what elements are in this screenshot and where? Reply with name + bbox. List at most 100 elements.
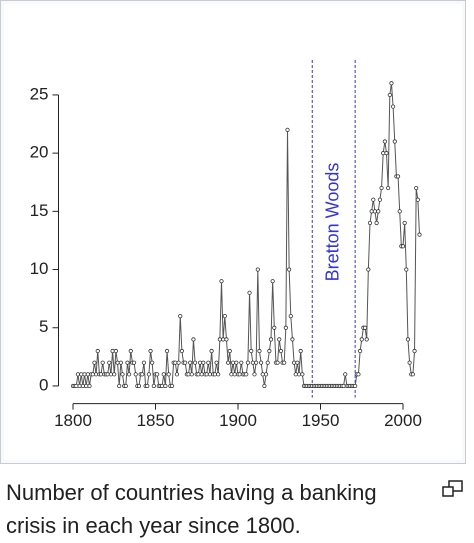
point bbox=[341, 383, 346, 389]
point bbox=[95, 348, 100, 354]
point bbox=[117, 383, 122, 389]
y-tick-label: 20 bbox=[30, 143, 49, 162]
point bbox=[140, 372, 145, 377]
point bbox=[364, 337, 369, 342]
point bbox=[257, 348, 262, 354]
point bbox=[293, 372, 298, 377]
point bbox=[404, 267, 409, 272]
point bbox=[84, 383, 89, 389]
point bbox=[288, 314, 293, 319]
point bbox=[255, 267, 260, 272]
point bbox=[108, 372, 114, 377]
point bbox=[123, 383, 128, 389]
point bbox=[164, 348, 170, 354]
point bbox=[80, 383, 86, 389]
point bbox=[176, 360, 181, 365]
era-label: Bretton Woods bbox=[322, 163, 342, 282]
point bbox=[148, 348, 153, 354]
point bbox=[163, 383, 168, 389]
point bbox=[237, 372, 242, 377]
enlarge-glyph[interactable] bbox=[442, 480, 464, 498]
point bbox=[290, 337, 295, 342]
point bbox=[415, 197, 420, 202]
point bbox=[410, 372, 415, 377]
point bbox=[260, 372, 265, 377]
point bbox=[262, 383, 267, 389]
point bbox=[275, 360, 280, 365]
point bbox=[224, 337, 229, 342]
point bbox=[298, 348, 303, 354]
point bbox=[133, 372, 138, 377]
point bbox=[128, 348, 133, 354]
point bbox=[160, 383, 165, 389]
point bbox=[296, 372, 302, 377]
x-tick-label: 1850 bbox=[137, 411, 175, 430]
point bbox=[405, 337, 411, 342]
point bbox=[359, 337, 364, 342]
point bbox=[366, 267, 371, 272]
point bbox=[87, 383, 92, 389]
point bbox=[265, 360, 270, 365]
point bbox=[209, 348, 214, 354]
point bbox=[141, 360, 147, 365]
point bbox=[259, 360, 264, 365]
point bbox=[389, 81, 394, 86]
point bbox=[402, 220, 407, 226]
point bbox=[214, 360, 219, 365]
point bbox=[79, 372, 84, 377]
point bbox=[230, 360, 236, 365]
point bbox=[232, 372, 237, 377]
point bbox=[245, 360, 250, 365]
point bbox=[145, 383, 150, 389]
enlarge-icon[interactable] bbox=[416, 476, 468, 506]
point bbox=[282, 360, 287, 365]
point bbox=[407, 360, 412, 365]
y-tick-label: 5 bbox=[39, 317, 48, 336]
point bbox=[227, 348, 232, 354]
point bbox=[127, 372, 132, 377]
point bbox=[85, 372, 90, 377]
point bbox=[287, 267, 292, 272]
point bbox=[382, 139, 387, 144]
point bbox=[136, 383, 142, 389]
point bbox=[283, 325, 288, 330]
point bbox=[272, 325, 277, 330]
point bbox=[252, 372, 257, 377]
point bbox=[277, 337, 282, 342]
point bbox=[244, 372, 249, 377]
point bbox=[178, 314, 183, 319]
point bbox=[263, 372, 269, 377]
point bbox=[226, 360, 231, 365]
point bbox=[110, 348, 115, 354]
point bbox=[166, 372, 171, 377]
point bbox=[92, 360, 97, 365]
point bbox=[169, 383, 175, 389]
point bbox=[387, 92, 392, 98]
point bbox=[174, 372, 180, 377]
point bbox=[357, 348, 363, 354]
point bbox=[77, 383, 82, 389]
point bbox=[412, 348, 417, 354]
point bbox=[105, 372, 110, 377]
point bbox=[113, 348, 119, 354]
point bbox=[94, 372, 99, 377]
point bbox=[291, 360, 297, 365]
point bbox=[239, 360, 244, 365]
point bbox=[207, 372, 213, 377]
point bbox=[150, 360, 155, 365]
point bbox=[179, 348, 184, 354]
point bbox=[381, 151, 386, 156]
point bbox=[300, 372, 305, 377]
point bbox=[395, 174, 401, 179]
caption-box: Number of countries having a banking cri… bbox=[6, 476, 468, 542]
point bbox=[343, 372, 348, 377]
point bbox=[98, 372, 104, 377]
point bbox=[371, 197, 376, 202]
point bbox=[247, 290, 252, 295]
point bbox=[115, 360, 120, 365]
point bbox=[270, 279, 275, 284]
point bbox=[191, 337, 196, 342]
point bbox=[100, 360, 105, 365]
point bbox=[234, 360, 239, 365]
